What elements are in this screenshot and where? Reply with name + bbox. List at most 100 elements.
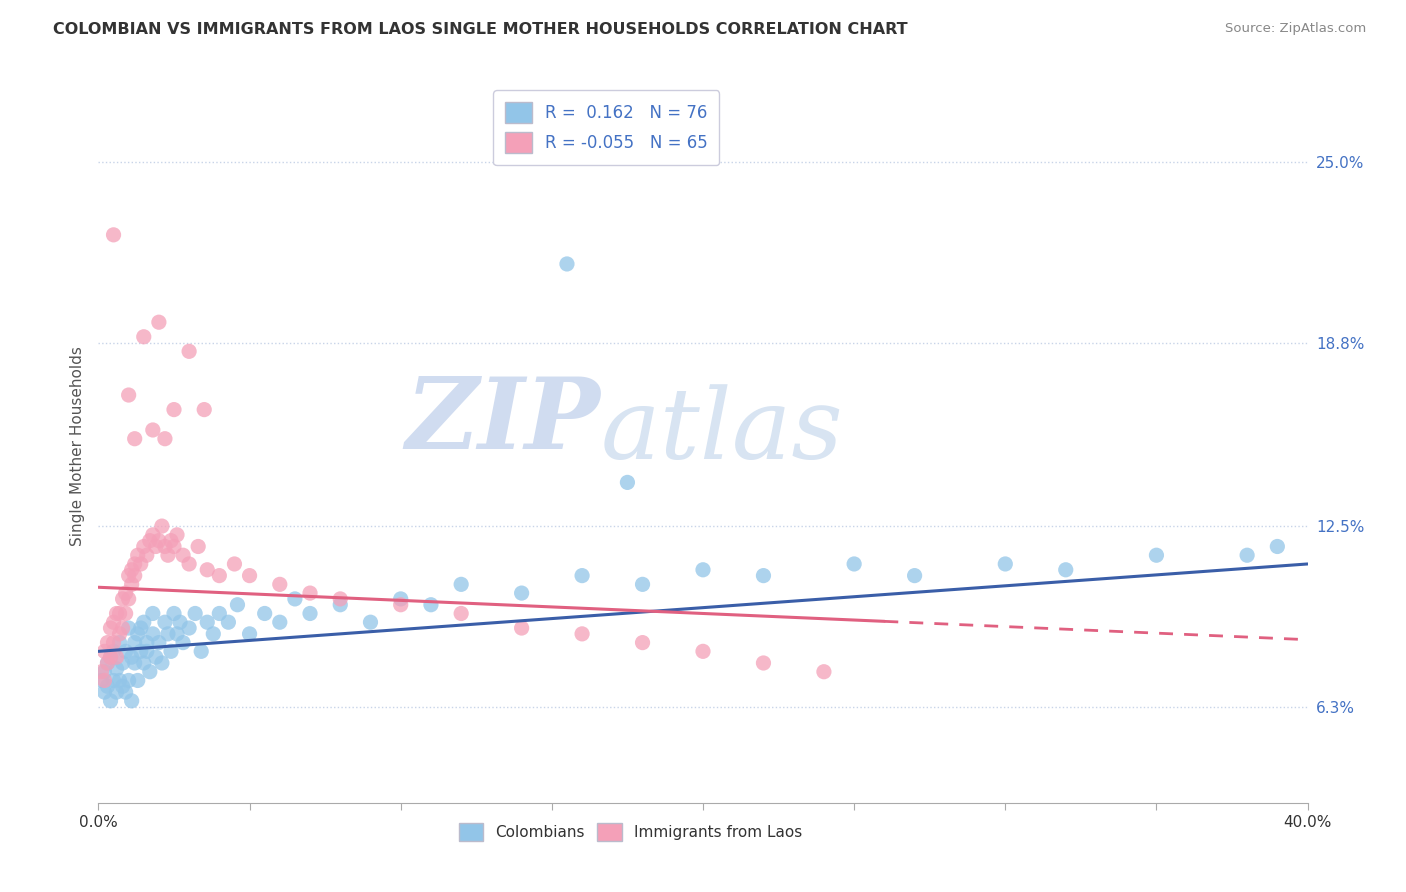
Point bbox=[100, 621, 122, 635]
Point bbox=[132, 540, 155, 554]
Point bbox=[163, 540, 186, 554]
Point bbox=[202, 627, 225, 641]
Point bbox=[124, 635, 146, 649]
Point bbox=[142, 528, 165, 542]
Point bbox=[631, 635, 654, 649]
Point bbox=[111, 656, 134, 670]
Point bbox=[121, 563, 143, 577]
Text: Source: ZipAtlas.com: Source: ZipAtlas.com bbox=[1226, 22, 1367, 36]
Point bbox=[118, 591, 141, 606]
Point bbox=[129, 557, 152, 571]
Point bbox=[153, 615, 176, 630]
Point bbox=[389, 591, 412, 606]
Point bbox=[166, 627, 188, 641]
Point bbox=[169, 615, 191, 630]
Point bbox=[163, 607, 186, 621]
Point bbox=[90, 673, 112, 688]
Point bbox=[124, 656, 146, 670]
Point bbox=[148, 315, 170, 329]
Point bbox=[1267, 540, 1289, 554]
Point bbox=[114, 607, 136, 621]
Point bbox=[510, 621, 533, 635]
Point bbox=[103, 673, 125, 688]
Point bbox=[100, 650, 122, 665]
Point bbox=[108, 673, 131, 688]
Point bbox=[103, 644, 125, 658]
Point bbox=[163, 402, 186, 417]
Point bbox=[208, 568, 231, 582]
Point bbox=[555, 257, 578, 271]
Point bbox=[121, 577, 143, 591]
Point bbox=[148, 533, 170, 548]
Point bbox=[132, 330, 155, 344]
Point bbox=[195, 563, 218, 577]
Point bbox=[752, 656, 775, 670]
Point bbox=[108, 627, 131, 641]
Point bbox=[100, 650, 122, 665]
Point bbox=[172, 548, 194, 562]
Point bbox=[93, 685, 115, 699]
Point bbox=[127, 548, 149, 562]
Point bbox=[105, 650, 128, 665]
Point bbox=[420, 598, 443, 612]
Point bbox=[148, 635, 170, 649]
Point bbox=[692, 563, 714, 577]
Point bbox=[450, 607, 472, 621]
Point bbox=[132, 656, 155, 670]
Point bbox=[150, 656, 173, 670]
Point bbox=[299, 607, 322, 621]
Point bbox=[269, 577, 291, 591]
Point bbox=[111, 679, 134, 693]
Point bbox=[105, 607, 128, 621]
Point bbox=[616, 475, 638, 490]
Point bbox=[108, 635, 131, 649]
Point bbox=[187, 540, 209, 554]
Point bbox=[156, 548, 179, 562]
Point bbox=[994, 557, 1017, 571]
Point bbox=[135, 635, 157, 649]
Point bbox=[124, 568, 146, 582]
Point bbox=[121, 650, 143, 665]
Point bbox=[96, 635, 118, 649]
Point bbox=[184, 607, 207, 621]
Point bbox=[239, 627, 262, 641]
Point bbox=[450, 577, 472, 591]
Point bbox=[145, 540, 167, 554]
Point bbox=[389, 598, 412, 612]
Y-axis label: Single Mother Households: Single Mother Households bbox=[69, 346, 84, 546]
Point bbox=[217, 615, 239, 630]
Point bbox=[93, 644, 115, 658]
Point bbox=[96, 656, 118, 670]
Point bbox=[1236, 548, 1258, 562]
Point bbox=[111, 591, 134, 606]
Point bbox=[193, 402, 215, 417]
Point bbox=[1054, 563, 1077, 577]
Point bbox=[160, 533, 183, 548]
Text: ZIP: ZIP bbox=[405, 373, 600, 469]
Point bbox=[153, 540, 176, 554]
Point bbox=[813, 665, 835, 679]
Point bbox=[269, 615, 291, 630]
Point bbox=[179, 621, 201, 635]
Point bbox=[124, 557, 146, 571]
Point bbox=[103, 227, 125, 242]
Point bbox=[135, 548, 157, 562]
Point bbox=[96, 656, 118, 670]
Point bbox=[510, 586, 533, 600]
Point bbox=[90, 665, 112, 679]
Point bbox=[224, 557, 246, 571]
Point bbox=[179, 557, 201, 571]
Point bbox=[329, 598, 352, 612]
Point bbox=[179, 344, 201, 359]
Point bbox=[135, 644, 157, 658]
Point bbox=[190, 644, 212, 658]
Point bbox=[114, 586, 136, 600]
Point bbox=[752, 568, 775, 582]
Point bbox=[139, 665, 162, 679]
Point bbox=[142, 607, 165, 621]
Point bbox=[108, 607, 131, 621]
Point bbox=[103, 635, 125, 649]
Point bbox=[124, 432, 146, 446]
Point bbox=[129, 621, 152, 635]
Point bbox=[132, 615, 155, 630]
